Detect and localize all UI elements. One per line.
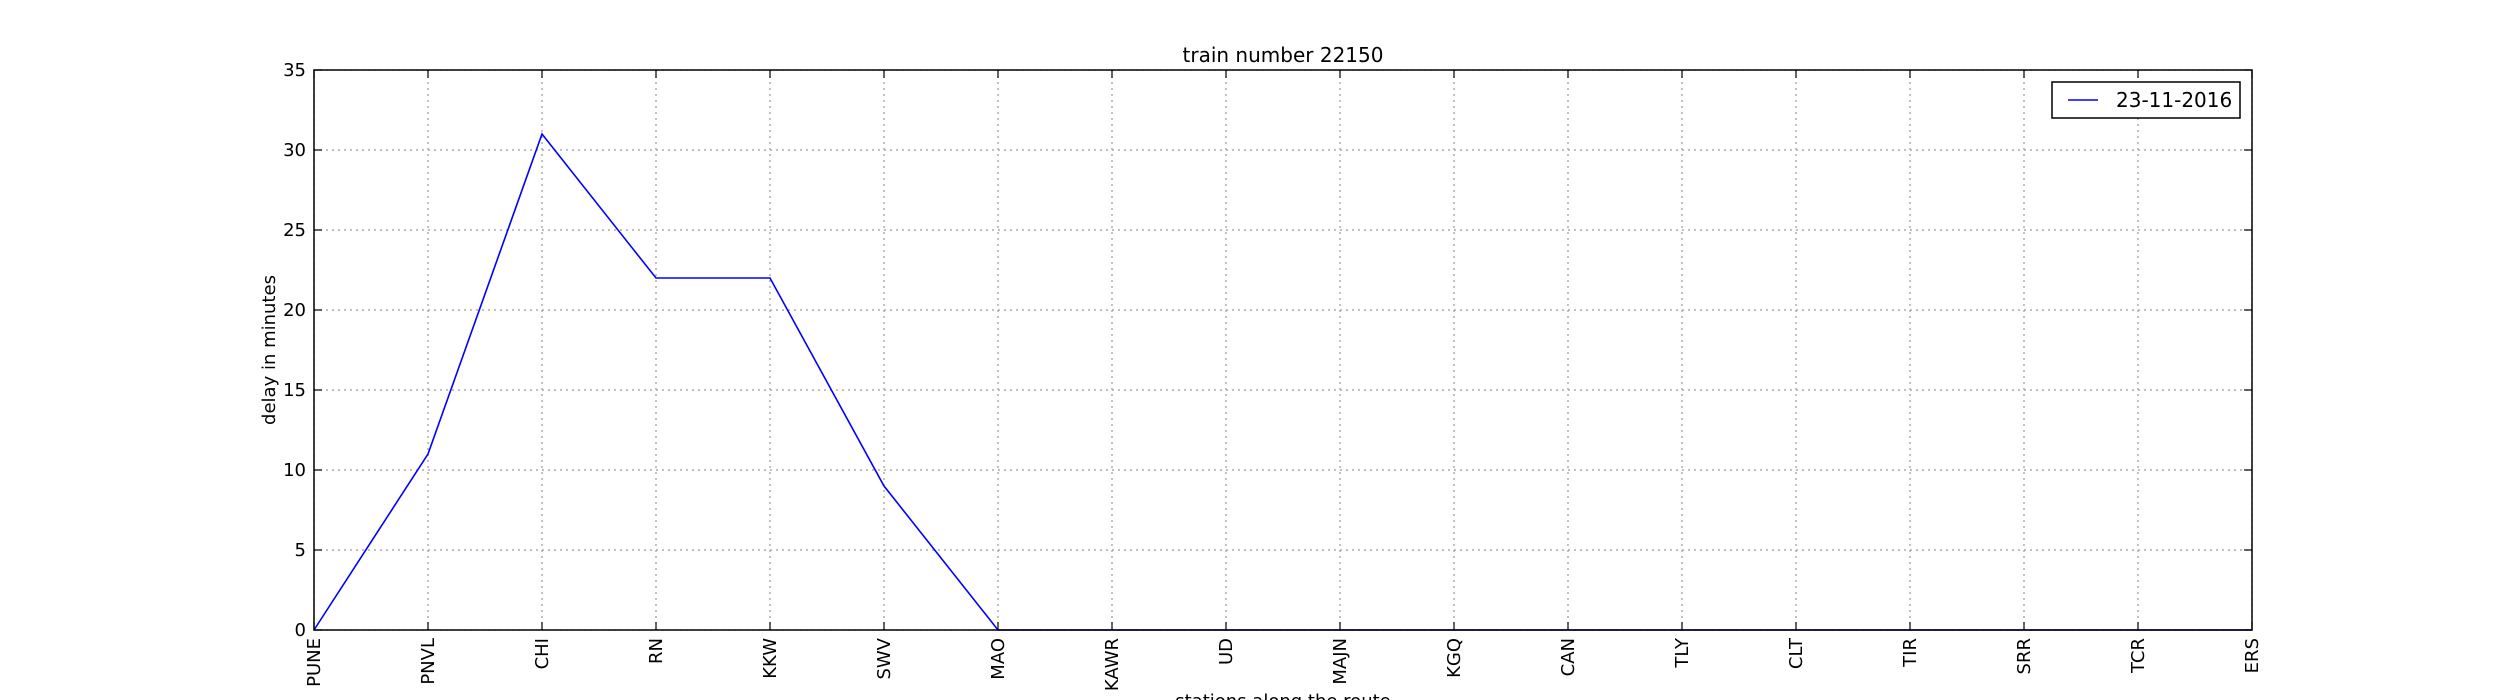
x-tick-label: PNVL — [418, 638, 439, 685]
x-tick-label: KKW — [760, 638, 781, 679]
x-tick-label: RN — [646, 638, 667, 664]
x-tick-labels: PUNE PNVL CHI RN KKW SWV MAO KAWR UD MAJN KGQ CAN TL… — [304, 637, 2263, 691]
x-tick-label: KGQ — [1444, 638, 1465, 678]
legend: 23-11-2016 — [2051, 81, 2241, 119]
x-tick-label: CAN — [1558, 638, 1579, 676]
x-tick-label: ERS — [2242, 638, 2263, 673]
x-tick-label: TCR — [2128, 638, 2149, 674]
legend-box — [2051, 81, 2241, 119]
y-tick-label: 20 — [283, 300, 306, 321]
y-tick-label: 15 — [283, 380, 306, 401]
x-tick-label: MAJN — [1330, 638, 1351, 685]
plot-frame — [313, 69, 2253, 631]
x-tick-label: CLT — [1786, 637, 1807, 669]
y-axis-title: delay in minutes — [259, 275, 280, 425]
chart-title: train number 22150 — [1183, 43, 1384, 67]
x-tick-label: SRR — [2014, 638, 2035, 674]
x-tick-label: CHI — [532, 638, 553, 669]
series-layer — [313, 132, 2252, 631]
x-tick-label: TLY — [1672, 637, 1693, 669]
grid-layer — [313, 69, 2253, 631]
y-tick-labels: 0 5 10 15 20 25 30 35 — [283, 60, 306, 641]
y-tick-label: 10 — [283, 460, 306, 481]
x-tick-label: TIR — [1900, 638, 1921, 668]
x-tick-label: PUNE — [304, 638, 325, 687]
x-tick-label: UD — [1216, 638, 1237, 665]
x-tick-label: MAO — [988, 638, 1009, 680]
series-line — [313, 132, 2252, 631]
x-axis-title: stations along the route — [1175, 691, 1390, 700]
y-tick-label: 35 — [283, 60, 306, 81]
legend-label: 23-11-2016 — [2116, 88, 2232, 112]
y-tick-label: 0 — [295, 620, 306, 641]
x-tick-label: KAWR — [1102, 638, 1123, 691]
y-tick-label: 5 — [295, 540, 306, 561]
x-tick-label: SWV — [874, 637, 895, 679]
tick-layer — [313, 69, 2253, 631]
y-tick-label: 30 — [283, 140, 306, 161]
y-tick-label: 25 — [283, 220, 306, 241]
